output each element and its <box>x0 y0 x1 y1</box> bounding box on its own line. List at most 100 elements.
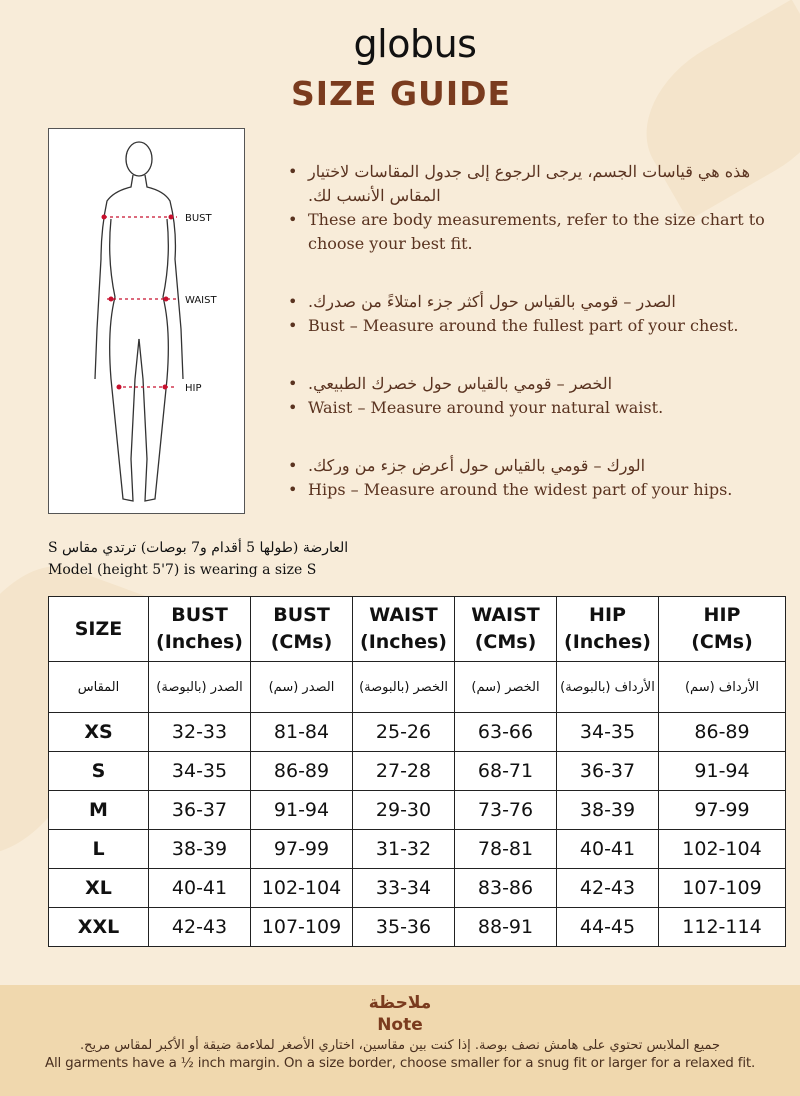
model-info: العارضة (طولها 5 أقدام و7 بوصات) ترتدي م… <box>48 537 348 581</box>
measurement-cell: 27-28 <box>352 751 455 791</box>
size-cell: L <box>48 829 149 869</box>
size-cell: XXL <box>48 907 149 947</box>
measurement-cell: 42-43 <box>148 907 251 947</box>
measurement-cell: 40-41 <box>148 868 251 908</box>
size-chart-table: SIZE BUST (Inches) BUST (CMs) WAIST (Inches) WA… <box>48 596 786 947</box>
measurement-cell: 91-94 <box>250 790 353 830</box>
measurement-cell: 97-99 <box>658 790 786 830</box>
measurement-cell: 63-66 <box>454 712 557 752</box>
table-row: XS 32-33 81-84 25-26 63-66 34-35 86-89 <box>48 712 786 752</box>
waist-label: WAIST <box>185 295 217 306</box>
measurement-cell: 102-104 <box>250 868 353 908</box>
instruction-ar: الصدر – قومي بالقياس حول أكثر جزء امتلاء… <box>288 290 768 314</box>
measurement-cell: 102-104 <box>658 829 786 869</box>
column-header-text: (Inches) <box>564 631 651 653</box>
instruction-bust: الصدر – قومي بالقياس حول أكثر جزء امتلاء… <box>288 290 768 338</box>
size-cell: M <box>48 790 149 830</box>
instruction-en: Bust – Measure around the fullest part o… <box>288 314 768 338</box>
bust-label: BUST <box>185 213 213 224</box>
size-cell: XL <box>48 868 149 908</box>
measurement-cell: 40-41 <box>556 829 659 869</box>
note-text-en: All garments have a ½ inch margin. On a … <box>44 1055 756 1071</box>
column-header-text: (CMs) <box>474 631 537 653</box>
note-title-ar: ملاحظة <box>368 993 432 1013</box>
measurement-cell: 33-34 <box>352 868 455 908</box>
measurement-cell: 68-71 <box>454 751 557 791</box>
measurement-cell: 97-99 <box>250 829 353 869</box>
model-info-ar: العارضة (طولها 5 أقدام و7 بوصات) ترتدي م… <box>48 540 349 556</box>
table-row: L 38-39 97-99 31-32 78-81 40-41 102-104 <box>48 829 786 869</box>
measurement-cell: 38-39 <box>148 829 251 869</box>
measurement-cell: 88-91 <box>454 907 557 947</box>
instruction-general: هذه هي قياسات الجسم، يرجى الرجوع إلى جدو… <box>288 160 768 256</box>
instruction-ar: هذه هي قياسات الجسم، يرجى الرجوع إلى جدو… <box>288 160 768 208</box>
measurement-cell: 112-114 <box>658 907 786 947</box>
column-header: WAIST (Inches) <box>352 596 455 662</box>
measurement-cell: 35-36 <box>352 907 455 947</box>
instruction-en: Hips – Measure around the widest part of… <box>288 478 768 502</box>
note-section: ملاحظة Note جميع الملابس تحتوي على هامش … <box>0 985 800 1096</box>
instructions-list: هذه هي قياسات الجسم، يرجى الرجوع إلى جدو… <box>288 160 768 536</box>
table-row: XXL 42-43 107-109 35-36 88-91 44-45 112-114 <box>48 907 786 947</box>
column-header-ar: المقاس <box>48 661 149 713</box>
note-title-en: Note <box>377 1015 423 1035</box>
column-header-text: (CMs) <box>691 631 753 653</box>
column-header: WAIST (CMs) <box>454 596 557 662</box>
measurement-cell: 29-30 <box>352 790 455 830</box>
measurement-cell: 73-76 <box>454 790 557 830</box>
measurement-cell: 36-37 <box>556 751 659 791</box>
measurement-cell: 44-45 <box>556 907 659 947</box>
column-header-text: SIZE <box>74 617 123 640</box>
column-header-text: BUST <box>273 604 330 626</box>
column-header: BUST (Inches) <box>148 596 251 662</box>
column-header-text: (Inches) <box>360 631 447 653</box>
column-header-text: WAIST <box>471 604 540 626</box>
measurement-cell: 78-81 <box>454 829 557 869</box>
column-header-text: (CMs) <box>270 631 333 653</box>
measurement-cell: 107-109 <box>658 868 786 908</box>
column-header-text: WAIST <box>369 604 438 626</box>
header-row: SIZE BUST (Inches) BUST (CMs) WAIST (Inches) WA… <box>48 596 786 662</box>
column-header-text: HIP <box>703 604 741 626</box>
header-row-ar: المقاس الصدر (بالبوصة) الصدر (سم) الخصر (با… <box>48 661 786 713</box>
measurement-cell: 32-33 <box>148 712 251 752</box>
column-header-ar: الخصر (بالبوصة) <box>352 661 455 713</box>
column-header-ar: الصدر (سم) <box>250 661 353 713</box>
instruction-hips: الورك – قومي بالقياس حول أعرض جزء من ورك… <box>288 454 768 502</box>
body-silhouette-icon: BUST WAIST HIP <box>94 141 217 502</box>
measurement-cell: 31-32 <box>352 829 455 869</box>
measurement-figure: BUST WAIST HIP <box>48 128 245 514</box>
column-header: SIZE <box>48 596 149 662</box>
table-row: S 34-35 86-89 27-28 68-71 36-37 91-94 <box>48 751 786 791</box>
column-header-ar: الخصر (سم) <box>454 661 557 713</box>
measurement-cell: 36-37 <box>148 790 251 830</box>
column-header: HIP (CMs) <box>658 596 786 662</box>
model-info-en: Model (height 5'7) is wearing a size S <box>48 562 317 578</box>
measurement-cell: 34-35 <box>556 712 659 752</box>
column-header-text: (Inches) <box>156 631 243 653</box>
table-row: M 36-37 91-94 29-30 73-76 38-39 97-99 <box>48 790 786 830</box>
instruction-ar: الورك – قومي بالقياس حول أعرض جزء من ورك… <box>288 454 768 478</box>
column-header-ar: الأرداف (سم) <box>658 661 786 713</box>
measurement-cell: 107-109 <box>250 907 353 947</box>
size-cell: S <box>48 751 149 791</box>
column-header-text: BUST <box>171 604 228 626</box>
measurement-cell: 83-86 <box>454 868 557 908</box>
instruction-waist: الخصر – قومي بالقياس حول خصرك الطبيعي. W… <box>288 372 768 420</box>
column-header-text: HIP <box>589 604 626 626</box>
instruction-ar: الخصر – قومي بالقياس حول خصرك الطبيعي. <box>288 372 768 396</box>
size-cell: XS <box>48 712 149 752</box>
measurement-cell: 91-94 <box>658 751 786 791</box>
measurement-cell: 86-89 <box>250 751 353 791</box>
table-row: XL 40-41 102-104 33-34 83-86 42-43 107-109 <box>48 868 786 908</box>
measurement-cell: 25-26 <box>352 712 455 752</box>
note-text-ar: جميع الملابس تحتوي على هامش نصف بوصة. إذ… <box>79 1038 721 1053</box>
page-title: SIZE GUIDE <box>290 74 512 113</box>
brand-logo: globus <box>353 22 477 66</box>
instruction-en: These are body measurements, refer to th… <box>288 208 768 256</box>
column-header: HIP (Inches) <box>556 596 659 662</box>
hip-label: HIP <box>185 383 202 394</box>
measurement-cell: 38-39 <box>556 790 659 830</box>
instruction-en: Waist – Measure around your natural wais… <box>288 396 768 420</box>
measurement-cell: 34-35 <box>148 751 251 791</box>
